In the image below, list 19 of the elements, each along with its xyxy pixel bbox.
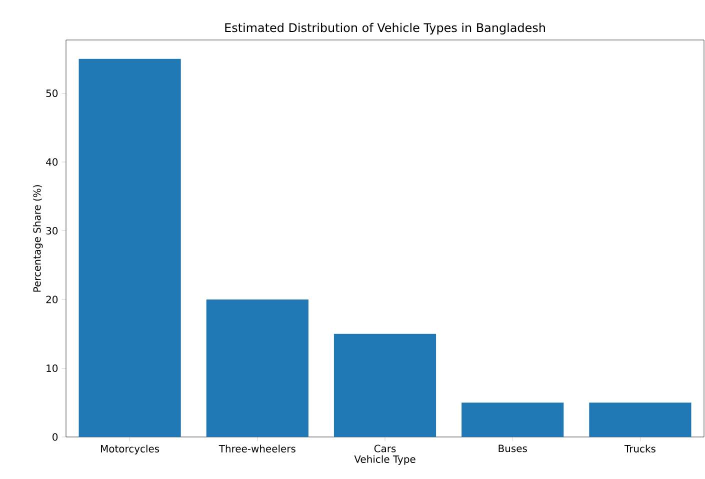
y-tick-label: 50 xyxy=(46,89,58,98)
x-tick-label: Cars xyxy=(374,444,396,452)
bar xyxy=(589,402,692,437)
x-tick-label: Trucks xyxy=(624,444,656,452)
y-tick-label: 30 xyxy=(46,226,58,235)
x-tick-label: Buses xyxy=(498,444,527,452)
bar xyxy=(78,58,181,437)
x-tick-label: Three-wheelers xyxy=(218,444,296,452)
y-tick-label: 40 xyxy=(46,158,58,166)
chart-title: Estimated Distribution of Vehicle Types in Bangladesh xyxy=(225,22,545,34)
y-tick-label: 10 xyxy=(46,364,58,372)
y-axis-title: Percentage Share (%) xyxy=(33,185,43,292)
y-tick-label: 0 xyxy=(52,433,58,441)
bar xyxy=(462,402,564,437)
x-tick-label: Motorcycles xyxy=(101,444,160,454)
bar xyxy=(206,299,308,437)
y-tick-label: 20 xyxy=(46,296,58,304)
bar xyxy=(334,334,436,437)
x-axis-title: Vehicle Type xyxy=(354,455,416,465)
